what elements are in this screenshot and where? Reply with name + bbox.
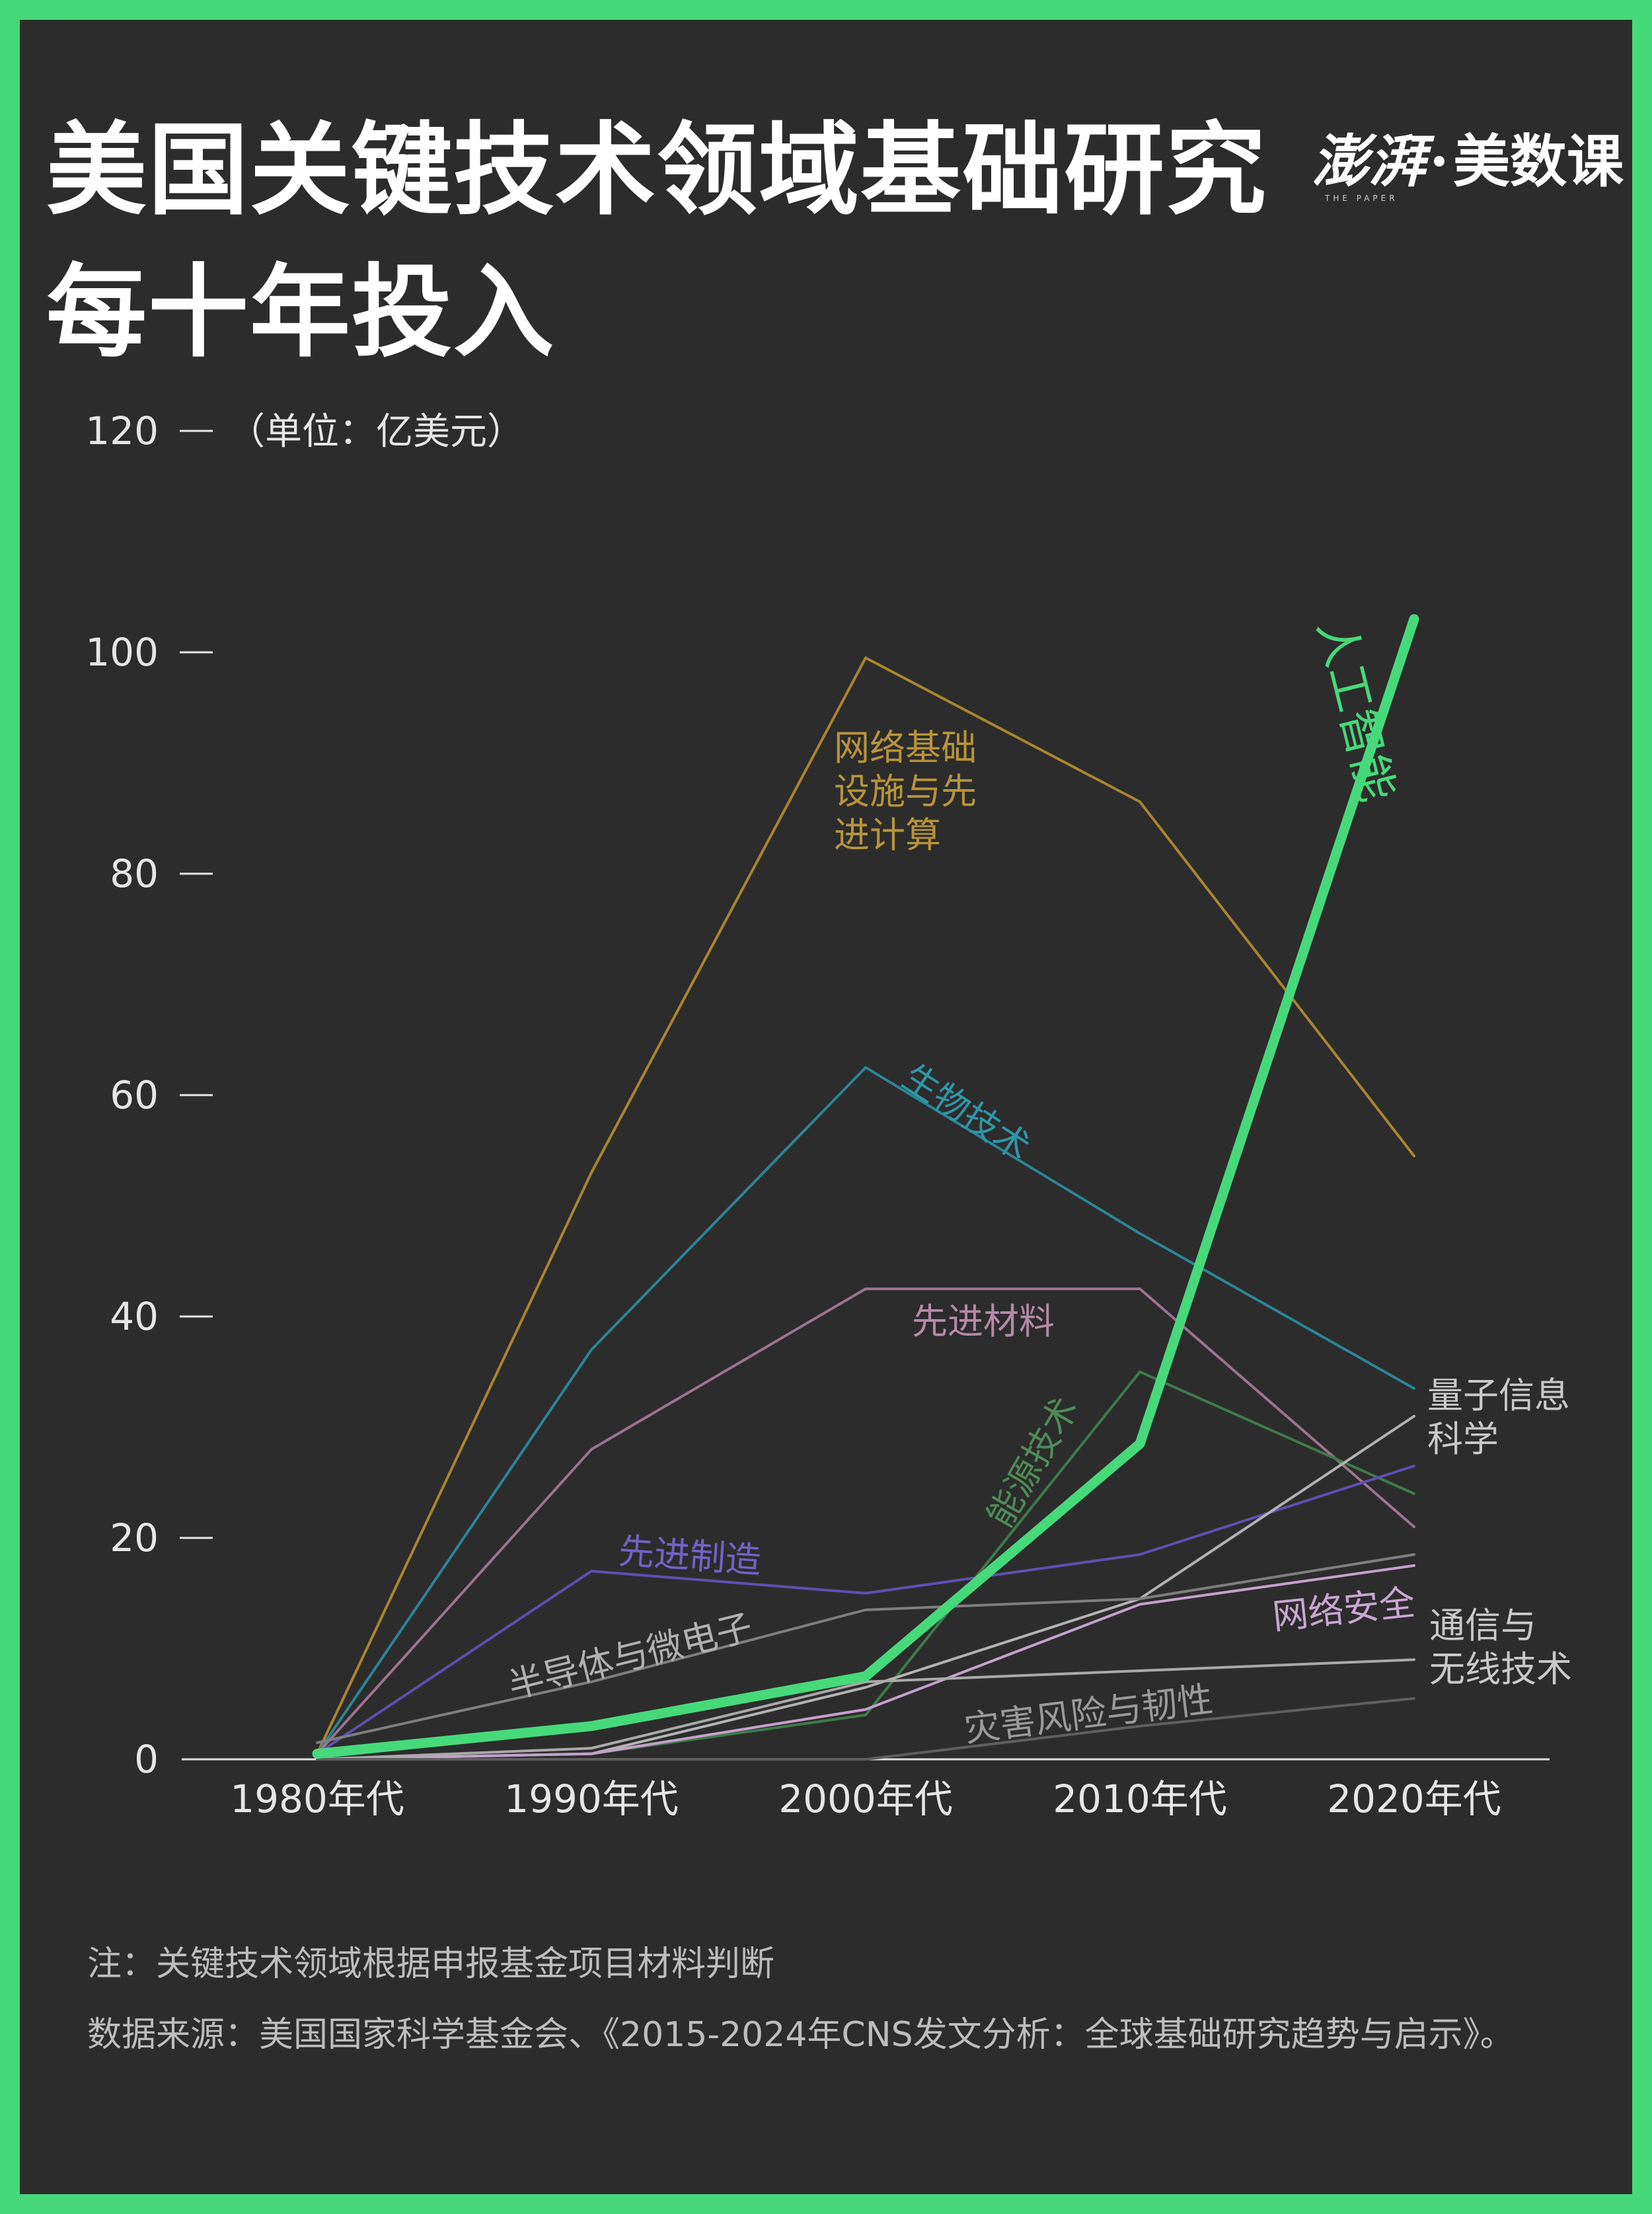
series-label: 人工智能	[1308, 614, 1405, 807]
series-label: 灾害风险与韧性	[962, 1678, 1215, 1750]
y-tick-label: 60	[110, 1073, 159, 1118]
series-label: 先进制造	[617, 1530, 763, 1582]
y-tick-label: 20	[110, 1515, 159, 1560]
logo-text-sub: 美数课	[1452, 128, 1624, 195]
y-tick-label: 0	[134, 1737, 159, 1782]
series-line	[316, 1370, 1415, 1761]
y-tick-label: 120	[85, 408, 159, 453]
series-line	[316, 1066, 1415, 1755]
series-line	[316, 1287, 1415, 1755]
series-label: 半导体与微电子	[504, 1606, 757, 1707]
page-title: 美国关键技术领域基础研究 每十年投入	[46, 99, 1267, 383]
title-line-1: 美国关键技术领域基础研究	[46, 112, 1267, 229]
series-label-line: 先进制造	[617, 1530, 763, 1582]
title-line-2: 每十年投入	[46, 254, 555, 371]
series-label-line: 生物技术	[895, 1056, 1037, 1168]
series-label: 通信与无线技术	[1429, 1605, 1572, 1690]
series-label-line: 量子信息	[1427, 1375, 1570, 1416]
series-label: 网络安全	[1271, 1582, 1417, 1638]
series-line	[316, 1564, 1415, 1761]
logo-separator: ·	[1429, 128, 1449, 195]
brand-logo: 澎湃 · 美数课 THE PAPER	[1312, 128, 1624, 204]
series-line	[316, 1658, 1415, 1761]
x-tick-label: 2020年代	[1327, 1776, 1501, 1821]
series-label: 量子信息科学	[1427, 1375, 1570, 1460]
logo-text-main: 澎湃	[1312, 128, 1425, 195]
series-label: 先进材料	[912, 1301, 1055, 1342]
data-source: 数据来源：美国国家科学基金会、《2015-2024年CNS发文分析：全球基础研究…	[87, 2015, 1515, 2055]
series-label-line: 无线技术	[1429, 1648, 1572, 1690]
series-label-line: 先进材料	[912, 1301, 1055, 1342]
series-label-line: 科学	[1427, 1418, 1499, 1460]
y-tick-label: 40	[110, 1294, 159, 1339]
series-label-line: 灾害风险与韧性	[962, 1678, 1215, 1750]
series-line	[316, 656, 1415, 1755]
y-tick-label: 100	[85, 630, 159, 675]
y-tick-label: 80	[110, 851, 159, 896]
series-line	[316, 1697, 1415, 1761]
series-line	[316, 1553, 1415, 1744]
series-line	[316, 1465, 1415, 1755]
series-label-line: 进计算	[834, 814, 941, 856]
series-label: 能源技术	[979, 1390, 1087, 1535]
x-tick-label: 1980年代	[230, 1776, 404, 1821]
series-label-line: 网络安全	[1271, 1582, 1417, 1638]
series-line	[312, 614, 1419, 1759]
series-label-line: 半导体与微电子	[504, 1606, 757, 1707]
series-label: 网络基础设施与先进计算	[834, 727, 977, 856]
series-label-line: 设施与先	[834, 771, 977, 812]
series-label-line: 网络基础	[834, 727, 977, 769]
logo-text-en: THE PAPER	[1325, 194, 1398, 203]
footnote: 注：关键技术领域根据申报基金项目材料判断	[87, 1944, 775, 1984]
series-label: 生物技术	[895, 1056, 1037, 1168]
series-label-line: 人工智能	[1308, 614, 1405, 807]
x-tick-label: 1990年代	[504, 1776, 679, 1821]
x-tick-label: 2000年代	[778, 1776, 953, 1821]
x-tick-label: 2010年代	[1053, 1776, 1227, 1821]
y-unit-label: （单位：亿美元）	[228, 410, 524, 453]
series-label-line: 能源技术	[979, 1390, 1087, 1535]
series-label-line: 通信与	[1429, 1605, 1536, 1646]
